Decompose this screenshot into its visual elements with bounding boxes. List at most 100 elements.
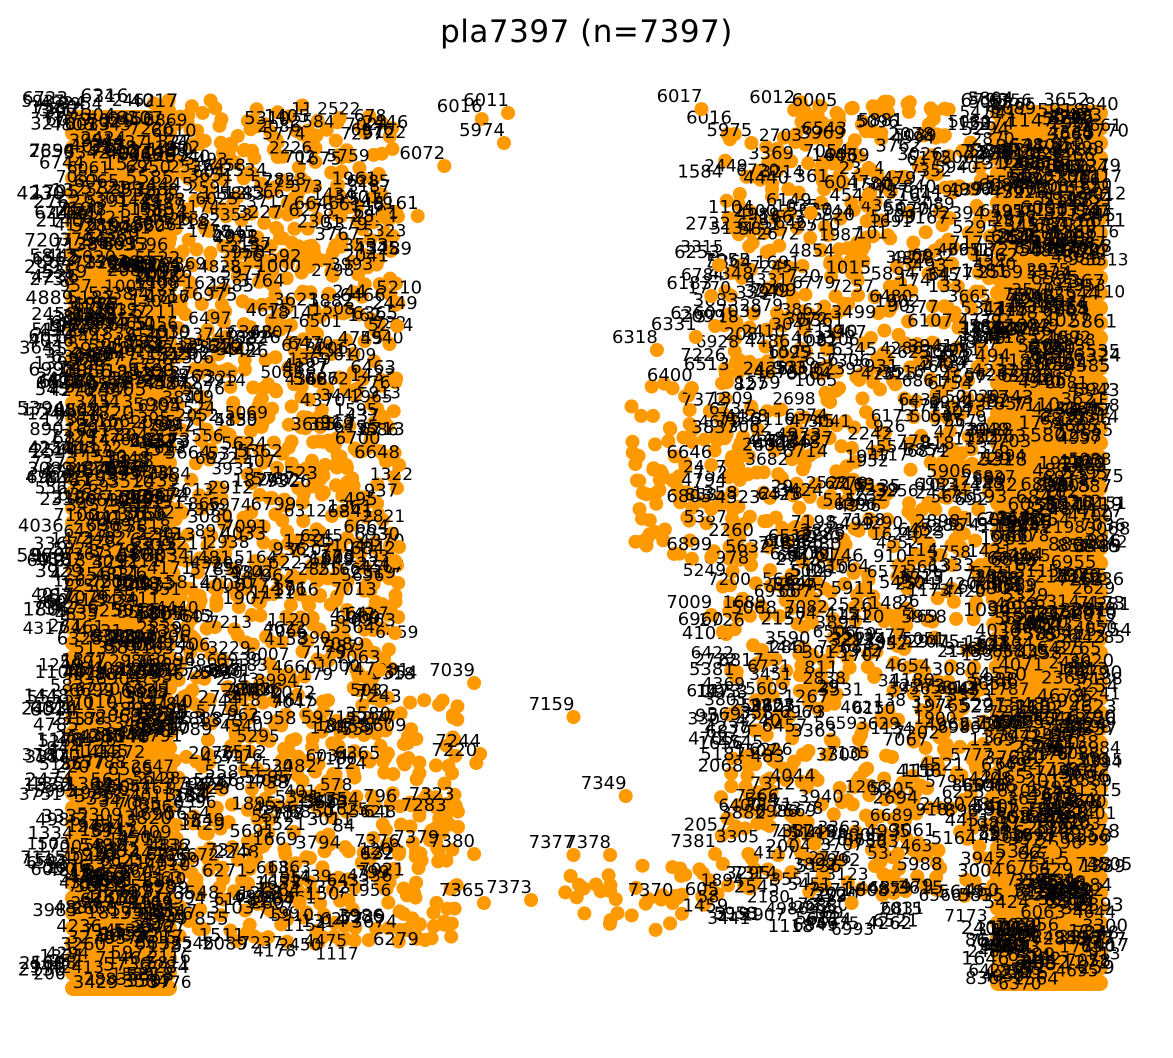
- data-point: [367, 354, 382, 369]
- data-point: [161, 310, 176, 325]
- dense-point-label: 6365: [335, 743, 381, 764]
- dense-point-band: [65, 155, 177, 171]
- dense-point-label: 2703: [759, 126, 802, 146]
- dense-point-label: 4844: [984, 935, 1032, 957]
- dense-point-band: [990, 720, 1108, 736]
- data-point: [244, 607, 259, 622]
- dense-point-label: 702: [283, 148, 315, 168]
- dense-point-label: 7248: [1073, 922, 1119, 943]
- dense-point-label: 2828: [263, 170, 306, 190]
- dense-point-label: 5309: [129, 536, 172, 556]
- data-point: [155, 675, 170, 690]
- data-point: [385, 141, 400, 156]
- dense-point-band: [65, 590, 177, 606]
- dense-point-label: 897: [207, 660, 241, 681]
- dense-point-label: 626: [1082, 709, 1116, 730]
- data-point: [357, 622, 372, 637]
- dense-point-band: [990, 330, 1108, 346]
- dense-point-label: 7329: [48, 425, 96, 447]
- dense-point-label: 3347: [152, 901, 198, 922]
- dense-point-label: 5318: [979, 449, 1027, 471]
- data-point: [234, 450, 248, 465]
- dense-point-label: 5572: [251, 807, 294, 827]
- data-point: [330, 456, 345, 471]
- data-point: [450, 699, 465, 714]
- dense-point-band: [990, 825, 1108, 841]
- point-label-6183: 6183: [666, 273, 712, 294]
- dense-point-label: 5491: [60, 652, 106, 673]
- point-label-7349: 7349: [581, 773, 627, 794]
- data-point: [325, 190, 340, 205]
- dense-point-label: 2709: [920, 354, 966, 375]
- dense-point-label: 1373: [198, 710, 244, 731]
- dense-point-label: 5777: [950, 746, 993, 766]
- dense-point-band: [990, 465, 1108, 481]
- dense-point-label: 7200: [708, 570, 751, 590]
- data-point: [432, 697, 447, 712]
- data-point: [331, 563, 346, 578]
- data-point: [628, 457, 643, 472]
- dense-point-band: [990, 525, 1108, 541]
- dense-point-band: [65, 755, 177, 771]
- dense-point-label: 220: [56, 757, 90, 778]
- dense-point-label: 6378: [824, 474, 867, 494]
- data-point: [417, 693, 432, 708]
- data-point: [662, 421, 677, 436]
- dense-point-band: [990, 105, 1108, 121]
- data-point: [237, 679, 252, 694]
- dense-point-label: 1625: [325, 800, 368, 820]
- dense-point-label: 6260: [1044, 888, 1092, 910]
- dense-point-label: 3764: [239, 270, 285, 291]
- data-point: [630, 473, 644, 488]
- data-point: [635, 485, 650, 500]
- dense-point-band: [990, 360, 1108, 376]
- data-point: [351, 267, 366, 282]
- dense-point-label: 2938: [206, 533, 249, 553]
- dense-point-label: 101: [856, 224, 888, 244]
- dense-point-label: 2428: [743, 359, 789, 380]
- data-point: [253, 674, 268, 689]
- dense-point-band: [990, 210, 1108, 226]
- data-point: [194, 638, 209, 653]
- data-point: [877, 323, 892, 338]
- dense-point-label: 578: [320, 775, 352, 795]
- dense-point-label: 2242: [847, 423, 893, 444]
- dense-point-label: 4820: [86, 402, 134, 424]
- dense-point-band: [65, 920, 177, 936]
- dense-point-label: 3976: [182, 379, 225, 399]
- data-point: [229, 588, 244, 603]
- dense-point-label: 3613: [1007, 789, 1053, 810]
- data-point: [663, 916, 678, 931]
- point-label-5975: 5975: [706, 120, 752, 141]
- data-point: [357, 277, 372, 292]
- dense-point-label: 327: [157, 132, 191, 153]
- dense-point-label: 4705: [688, 729, 734, 750]
- dense-point-label: 3332: [41, 806, 89, 828]
- chart-title: pla7397 (n=7397): [440, 14, 733, 50]
- dense-point-label: 6714: [782, 441, 828, 462]
- dense-point-label: 3977: [886, 248, 929, 268]
- data-point: [345, 471, 360, 486]
- dense-point-band: [65, 845, 177, 861]
- data-point: [362, 109, 377, 124]
- data-point: [879, 748, 894, 763]
- data-point: [168, 113, 183, 128]
- dense-point-label: 2166: [317, 560, 360, 580]
- dense-point-label: 3529: [157, 852, 200, 872]
- dense-point-label: 4281: [1085, 594, 1131, 615]
- dense-point-band: [65, 395, 177, 411]
- dense-point-label: 3461: [37, 369, 80, 389]
- point-label-6648: 6648: [354, 442, 400, 463]
- dense-point-label: 4997: [1058, 429, 1101, 449]
- data-point: [208, 101, 223, 116]
- dense-point-label: 1120: [267, 610, 310, 630]
- dense-point-band: [65, 575, 177, 591]
- dense-point-band: [65, 485, 177, 501]
- data-point: [243, 424, 258, 439]
- dense-point-label: 2367: [71, 893, 114, 913]
- dense-point-label: 1894: [83, 314, 126, 334]
- dense-point-label: 4236: [31, 266, 79, 288]
- dense-point-band: [990, 555, 1108, 571]
- data-point: [351, 307, 366, 322]
- dense-point-label: 1429: [179, 814, 225, 835]
